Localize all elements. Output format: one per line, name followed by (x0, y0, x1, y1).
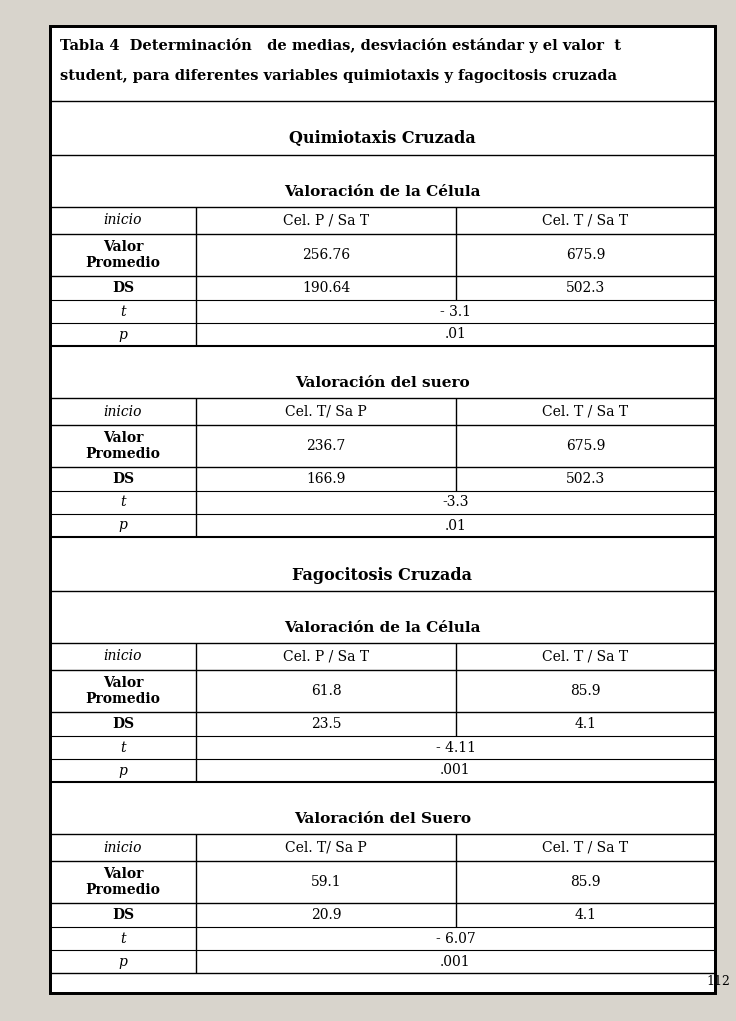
Text: DS: DS (112, 908, 134, 922)
Text: Cel. P / Sa T: Cel. P / Sa T (283, 213, 369, 228)
Text: 166.9: 166.9 (306, 472, 346, 486)
Text: - 4.11: - 4.11 (436, 740, 475, 755)
Text: Valor
Promedio: Valor Promedio (85, 431, 160, 461)
Text: 61.8: 61.8 (311, 684, 342, 698)
Text: p: p (118, 955, 127, 969)
Text: p: p (118, 764, 127, 778)
Text: Valoración del Suero: Valoración del Suero (294, 812, 471, 826)
Text: Valor
Promedio: Valor Promedio (85, 676, 160, 707)
Text: 4.1: 4.1 (575, 717, 596, 731)
Text: t: t (120, 495, 126, 509)
Text: DS: DS (112, 472, 134, 486)
Text: - 3.1: - 3.1 (440, 304, 471, 319)
Text: 190.64: 190.64 (302, 281, 350, 295)
Text: Valor
Promedio: Valor Promedio (85, 240, 160, 271)
Text: inicio: inicio (104, 840, 142, 855)
Text: 502.3: 502.3 (566, 472, 605, 486)
Text: 4.1: 4.1 (575, 908, 596, 922)
Text: t: t (120, 740, 126, 755)
Text: DS: DS (112, 281, 134, 295)
Text: .01: .01 (445, 328, 467, 341)
Text: Cel. T/ Sa P: Cel. T/ Sa P (285, 404, 367, 419)
Text: DS: DS (112, 717, 134, 731)
Text: 85.9: 85.9 (570, 684, 601, 698)
Text: Cel. T / Sa T: Cel. T / Sa T (542, 649, 629, 664)
Text: Cel. T/ Sa P: Cel. T/ Sa P (285, 840, 367, 855)
Text: 675.9: 675.9 (566, 248, 605, 262)
Text: t: t (120, 931, 126, 945)
Text: Valoración de la Célula: Valoración de la Célula (284, 185, 481, 199)
Text: Valoración del suero: Valoración del suero (295, 376, 470, 390)
Text: 112: 112 (706, 975, 730, 988)
Text: p: p (118, 328, 127, 341)
Text: Cel. T / Sa T: Cel. T / Sa T (542, 840, 629, 855)
Text: 236.7: 236.7 (306, 439, 346, 453)
Text: 256.76: 256.76 (302, 248, 350, 262)
Text: Valor
Promedio: Valor Promedio (85, 867, 160, 897)
Text: Cel. T / Sa T: Cel. T / Sa T (542, 213, 629, 228)
Text: 59.1: 59.1 (311, 875, 342, 889)
Text: 502.3: 502.3 (566, 281, 605, 295)
Text: Fagocitosis Cruzada: Fagocitosis Cruzada (292, 567, 473, 583)
Text: inicio: inicio (104, 213, 142, 228)
Text: Cel. T / Sa T: Cel. T / Sa T (542, 404, 629, 419)
Text: Quimiotaxis Cruzada: Quimiotaxis Cruzada (289, 131, 476, 147)
Text: p: p (118, 519, 127, 533)
Text: 675.9: 675.9 (566, 439, 605, 453)
Text: - 6.07: - 6.07 (436, 931, 475, 945)
Text: t: t (120, 304, 126, 319)
Text: inicio: inicio (104, 404, 142, 419)
Text: Valoración de la Célula: Valoración de la Célula (284, 621, 481, 635)
Text: Cel. P / Sa T: Cel. P / Sa T (283, 649, 369, 664)
Text: inicio: inicio (104, 649, 142, 664)
Text: 20.9: 20.9 (311, 908, 342, 922)
Text: .001: .001 (440, 764, 471, 778)
Text: 85.9: 85.9 (570, 875, 601, 889)
Text: Tabla 4  Determinación   de medias, desviación estándar y el valor  t: Tabla 4 Determinación de medias, desviac… (60, 39, 621, 53)
Text: -3.3: -3.3 (442, 495, 469, 509)
Text: student, para diferentes variables quimiotaxis y fagocitosis cruzada: student, para diferentes variables quimi… (60, 69, 617, 83)
Text: 23.5: 23.5 (311, 717, 342, 731)
Text: .001: .001 (440, 955, 471, 969)
Text: .01: .01 (445, 519, 467, 533)
